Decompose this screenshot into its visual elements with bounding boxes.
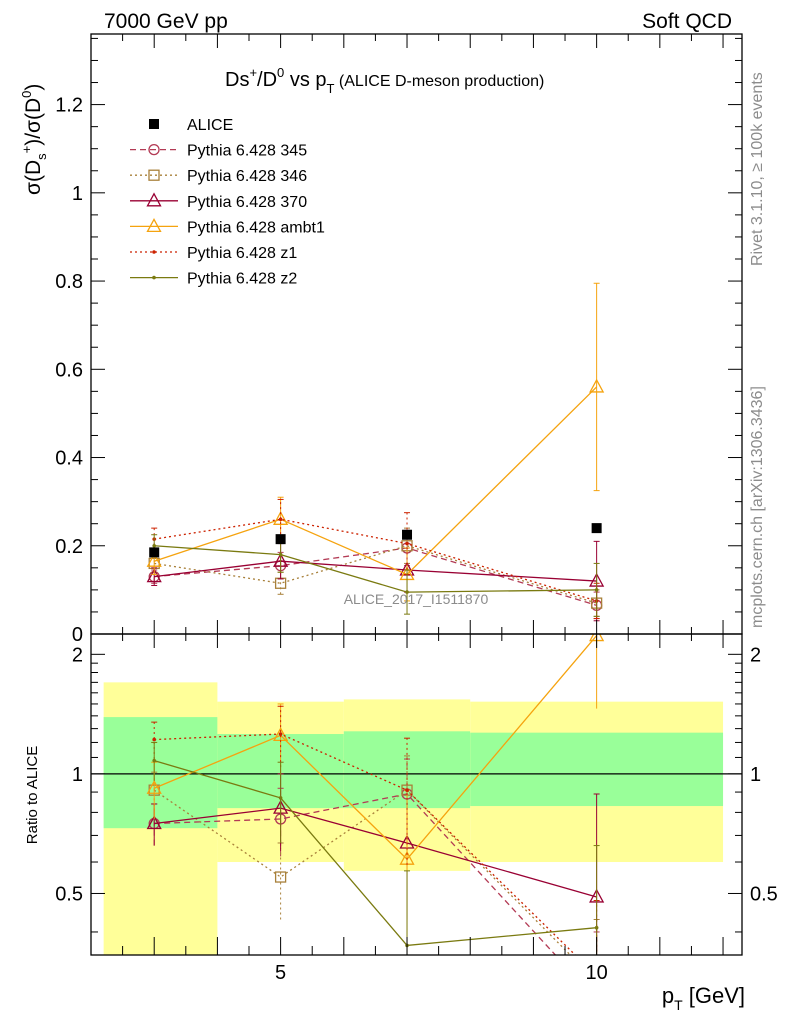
legend-label-1: Pythia 6.428 346 (187, 168, 307, 185)
ratio-point-5-3 (594, 925, 599, 930)
main-series-line-2 (154, 560, 597, 582)
ratio-point-5-0 (152, 758, 157, 763)
panel-frames (90, 33, 743, 956)
ratio-point-0-3 (592, 995, 602, 1005)
legend-label-alice: ALICE (187, 117, 233, 134)
ratio-y-axis-label: Ratio to ALICE (24, 746, 41, 844)
main-ytick-label-0: 0 (72, 624, 83, 646)
header-energy-label: 7000 GeV pp (104, 10, 228, 33)
main-series-line-0 (154, 547, 597, 606)
main-point-3-0 (146, 552, 162, 567)
main-series-line-3 (153, 386, 598, 576)
legend-marker-4 (152, 250, 156, 254)
ratio-point-4-0 (152, 737, 157, 742)
legend-label-3: Pythia 6.428 ambt1 (187, 219, 325, 236)
legend-label-4: Pythia 6.428 z1 (187, 245, 297, 262)
ratio-ytick-label-right-0: 0.5 (750, 883, 778, 905)
main-ytick-label-4: 0.8 (55, 271, 83, 293)
main-point-3-3 (589, 378, 605, 393)
ratio-ytick-label-right-1: 1 (750, 764, 761, 786)
rivet-version-label: Rivet 3.1.10, ≥ 100k events (749, 72, 766, 266)
ratio-point-1-1 (274, 871, 287, 883)
legend-label-0: Pythia 6.428 345 (187, 143, 307, 160)
main-point-3-1 (273, 510, 289, 525)
ratio-ytick-label-right-2: 2 (750, 644, 761, 666)
main-panel-series (146, 282, 605, 622)
main-ytick-label-1: 0.2 (55, 536, 83, 558)
analysis-watermark: ALICE_2017_I1511870 (344, 591, 489, 607)
legend-marker-alice (149, 119, 159, 129)
ratio-series-line-2 (154, 807, 597, 898)
legend-marker-5 (152, 275, 156, 280)
alice-point-0 (149, 547, 160, 558)
ratio-xtick-label-0: 5 (275, 962, 286, 984)
main-point-5-2 (405, 590, 409, 594)
alice-point-2 (402, 529, 413, 540)
ratio-ytick-label-left-0: 0.5 (55, 883, 83, 905)
main-point-4-2 (405, 541, 409, 546)
header-category-label: Soft QCD (642, 10, 732, 33)
ratio-xtick-label-1: 10 (586, 962, 608, 984)
ratio-point-5-1 (278, 796, 283, 800)
band-inner-0 (103, 717, 218, 829)
main-ytick-label-2: 0.4 (55, 448, 83, 470)
legend-marker-3 (146, 218, 162, 233)
ratio-ytick-label-left-2: 2 (72, 644, 83, 666)
ratio-point-2-0 (146, 815, 162, 830)
axis-ticks: 0 0.2 0.4 0.6 0.8 1 1.2 5 10 0.5 0.5 1 1 2 2 (55, 34, 778, 984)
y-axis-label: σ(Ds+)/σ(D0) (19, 84, 49, 195)
main-series-line-5 (154, 545, 597, 593)
main-series-3 (146, 282, 605, 602)
main-point-4-1 (278, 517, 283, 522)
main-point-2-0 (146, 568, 162, 583)
ratio-series-line-4 (154, 733, 577, 955)
ratio-ytick-label-left-1: 1 (72, 764, 83, 786)
main-ytick-label-6: 1.2 (55, 95, 83, 117)
legend-marker-2 (146, 192, 162, 207)
chart-title: Ds+/D0 vs pT (ALICE D-meson production) (225, 65, 544, 96)
ratio-series-line-5 (154, 759, 597, 947)
x-axis-label: pT [GeV] (662, 983, 745, 1013)
alice-point-1 (275, 534, 286, 545)
main-series-2 (146, 540, 605, 622)
ratio-point-4-2 (405, 788, 409, 792)
ratio-series-line-1 (153, 789, 572, 955)
main-series-line-4 (154, 518, 597, 602)
alice-data-points (149, 523, 602, 558)
ratio-series-5 (151, 741, 600, 955)
ratio-series-line-0 (154, 793, 557, 955)
mcplots-reference-label: mcplots.cern.ch [arXiv:1306.3436] (749, 386, 766, 628)
legend: ALICE Pythia 6.428 345 Pythia 6.428 346 Pyt… (130, 117, 325, 288)
ratio-point-4-1 (278, 732, 283, 736)
main-point-5-3 (594, 588, 599, 592)
main-ytick-label-5: 1 (72, 183, 83, 205)
main-point-5-0 (152, 543, 157, 548)
legend-label-2: Pythia 6.428 370 (187, 194, 307, 211)
main-ytick-label-3: 0.6 (55, 359, 83, 381)
ratio-series-line-3 (153, 635, 598, 861)
ratio-panel-frame (90, 633, 743, 956)
legend-marker-0 (148, 143, 160, 156)
legend-label-5: Pythia 6.428 z2 (187, 271, 297, 288)
ratio-point-3-0 (146, 779, 162, 794)
legend-marker-1 (148, 169, 160, 181)
alice-point-3 (591, 523, 602, 534)
main-point-5-1 (278, 552, 283, 557)
